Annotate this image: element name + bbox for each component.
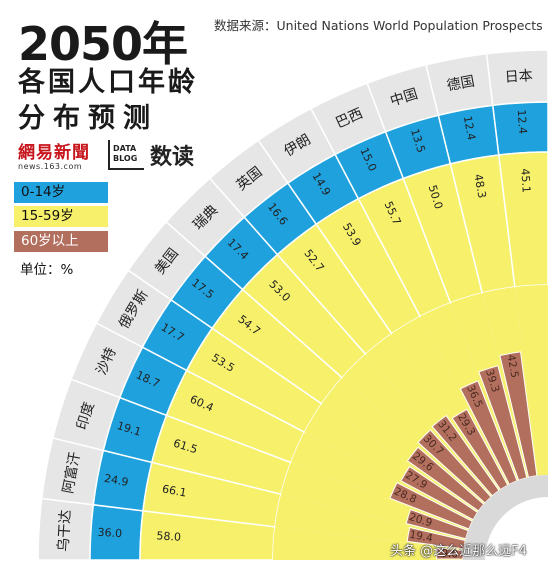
- legend-age-0-14: 0-14岁: [14, 182, 108, 203]
- bar-age-15-59-inner: [514, 285, 548, 476]
- unit-label: 单位：%: [20, 262, 74, 278]
- chart-core-center: [485, 497, 548, 560]
- data-source: 数据来源：United Nations World Population Pro…: [214, 18, 543, 33]
- chart-title-line3: 分布预测: [18, 103, 158, 134]
- data-label-age-0-14: 12.4: [461, 115, 478, 141]
- netease-logo-domain: news.163.com: [18, 162, 83, 171]
- chart-title-line1: 2050年: [18, 17, 188, 71]
- bar-age-15-59-inner: [273, 526, 464, 560]
- legend-age-60-plus: 60岁以上: [14, 231, 108, 252]
- category-label: 印度: [74, 400, 98, 431]
- data-label-age-60-plus: 42.5: [504, 354, 520, 379]
- chart-title-line2: 各国人口年龄: [18, 67, 198, 98]
- data-label-age-15-59: 66.1: [161, 482, 187, 499]
- data-label-age-15-59: 48.3: [471, 173, 488, 199]
- category-label: 日本: [504, 68, 533, 86]
- datablog-logo: DATA BLOG 数读: [108, 139, 194, 171]
- category-label: 乌干达: [56, 509, 75, 552]
- data-label-age-60-plus: 9.0: [441, 548, 458, 561]
- netease-news-logo: 網易新聞 news.163.com: [18, 138, 90, 171]
- datablog-mark: DATA BLOG: [108, 140, 144, 170]
- category-label: 德国: [446, 74, 476, 95]
- legend-age-15-59: 15-59岁: [14, 206, 108, 227]
- watermark: 头条 @这么近那么远F4: [390, 544, 527, 559]
- data-label-age-15-59: 58.0: [156, 529, 181, 543]
- data-label-age-0-14: 36.0: [97, 526, 122, 540]
- data-label-age-15-59: 45.1: [518, 168, 532, 193]
- datablog-text: 数读: [150, 145, 195, 170]
- netease-logo-text: 網易新聞: [18, 143, 90, 163]
- category-label: 中国: [388, 86, 419, 110]
- data-label-age-0-14: 12.4: [515, 109, 529, 134]
- data-label-age-0-14: 24.9: [103, 472, 129, 489]
- data-label-age-60-plus: 19.4: [408, 529, 433, 545]
